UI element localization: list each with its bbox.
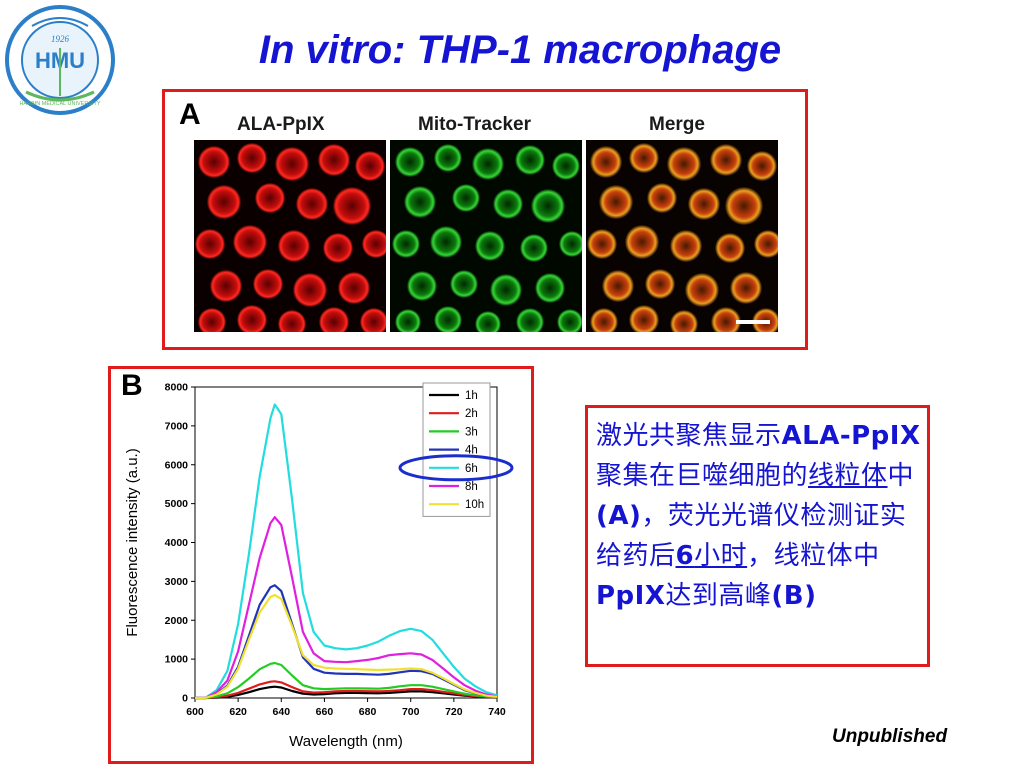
x-tick-label: 740 xyxy=(488,706,506,718)
y-tick-label: 2000 xyxy=(165,615,189,627)
desc-seg10: ，线粒体中 xyxy=(747,541,880,571)
description-box: 激光共聚焦显示ALA-PpIX 聚集在巨噬细胞的线粒体中 (A)，荧光光谱仪检测证… xyxy=(585,405,930,667)
logo-ring-text: HARBIN MEDICAL UNIVERSITY xyxy=(19,101,100,107)
series-line-1h xyxy=(195,685,498,700)
panel-a-letter: A xyxy=(179,98,201,131)
y-tick-label: 0 xyxy=(182,693,188,705)
legend-label-3h: 3h xyxy=(465,426,478,438)
scale-bar xyxy=(736,320,770,324)
highlight-ellipse xyxy=(398,454,514,482)
logo-year: 1926 xyxy=(51,34,70,44)
x-tick-label: 640 xyxy=(273,706,291,718)
y-axis-label: Fluorescence intensity (a.u.) xyxy=(124,448,141,636)
unpublished-note: Unpublished xyxy=(832,726,948,747)
micro-image-green xyxy=(390,140,582,332)
panel-b-letter: B xyxy=(121,369,143,402)
legend-label-6h: 6h xyxy=(465,463,478,475)
panel-a-microscopy: A ALA-PpIX Mito-Tracker Merge xyxy=(162,89,808,350)
x-tick-label: 660 xyxy=(316,706,334,718)
description-text: 激光共聚焦显示ALA-PpIX 聚集在巨噬细胞的线粒体中 (A)，荧光光谱仪检测证… xyxy=(596,416,921,616)
desc-seg8: 6 xyxy=(675,541,695,571)
desc-seg1: 激光共聚焦显示 xyxy=(596,421,782,451)
desc-seg3: 聚集在巨噬细胞的 xyxy=(596,461,809,491)
legend-label-8h: 8h xyxy=(465,481,478,493)
legend-label-10h: 10h xyxy=(465,499,484,511)
x-tick-label: 620 xyxy=(229,706,247,718)
x-tick-label: 700 xyxy=(402,706,420,718)
x-axis-label: Wavelength (nm) xyxy=(289,733,403,750)
desc-seg9: 小时 xyxy=(694,541,748,571)
series-line-3h xyxy=(195,661,498,700)
micro-image-red xyxy=(194,140,386,332)
y-tick-label: 3000 xyxy=(165,576,189,588)
micro-image-merge xyxy=(586,140,778,332)
desc-seg5: 中 xyxy=(887,461,915,491)
desc-seg6: (A) xyxy=(596,501,642,531)
slide-title: In vitro: THP-1 macrophage xyxy=(258,28,782,72)
desc-seg4: 线粒体 xyxy=(808,461,888,491)
panel-b-chart: 0 1000 2000 3000 4000 5000 6000 7000 8000 600 620 6… xyxy=(108,366,534,764)
legend-label-1h: 1h xyxy=(465,390,478,402)
x-tick-label: 600 xyxy=(186,706,204,718)
y-tick-label: 4000 xyxy=(165,537,189,549)
desc-seg12: 达到高峰 xyxy=(665,581,772,611)
label-mito-tracker: Mito-Tracker xyxy=(418,114,531,135)
desc-seg13: (B) xyxy=(771,581,817,611)
y-tick-label: 6000 xyxy=(165,459,189,471)
series-line-6h xyxy=(194,403,498,700)
y-tick-label: 1000 xyxy=(165,654,189,666)
y-tick-label: 5000 xyxy=(165,498,189,510)
series-line-8h xyxy=(194,516,498,700)
x-tick-label: 720 xyxy=(445,706,463,718)
desc-seg11: PpIX xyxy=(596,581,666,611)
legend-label-4h: 4h xyxy=(465,445,478,457)
series-line-2h xyxy=(195,680,498,700)
desc-seg2: ALA-PpIX xyxy=(781,421,921,451)
series-line-10h xyxy=(194,593,498,700)
label-ala-ppix: ALA-PpIX xyxy=(237,114,325,135)
x-tick-label: 680 xyxy=(359,706,377,718)
fluorescence-spectrum-chart: 0 1000 2000 3000 4000 5000 6000 7000 8000 600 620 6… xyxy=(124,382,514,750)
label-merge: Merge xyxy=(649,114,705,135)
desc-seg7: ，荧光光谱仪检测证实给药后 xyxy=(596,501,907,571)
y-tick-label: 7000 xyxy=(165,420,189,432)
university-logo: 1926 HMU HARBIN MEDICAL UNIVERSITY xyxy=(4,4,116,116)
legend-label-2h: 2h xyxy=(465,408,478,420)
y-tick-label: 8000 xyxy=(165,382,189,394)
